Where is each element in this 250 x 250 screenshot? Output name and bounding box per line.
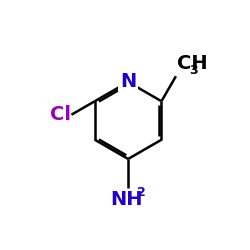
Text: NH: NH — [110, 190, 142, 209]
Text: CH: CH — [177, 54, 208, 73]
Text: Cl: Cl — [50, 105, 71, 124]
Text: 3: 3 — [189, 64, 198, 77]
Text: 2: 2 — [137, 186, 146, 199]
Text: N: N — [120, 72, 136, 92]
